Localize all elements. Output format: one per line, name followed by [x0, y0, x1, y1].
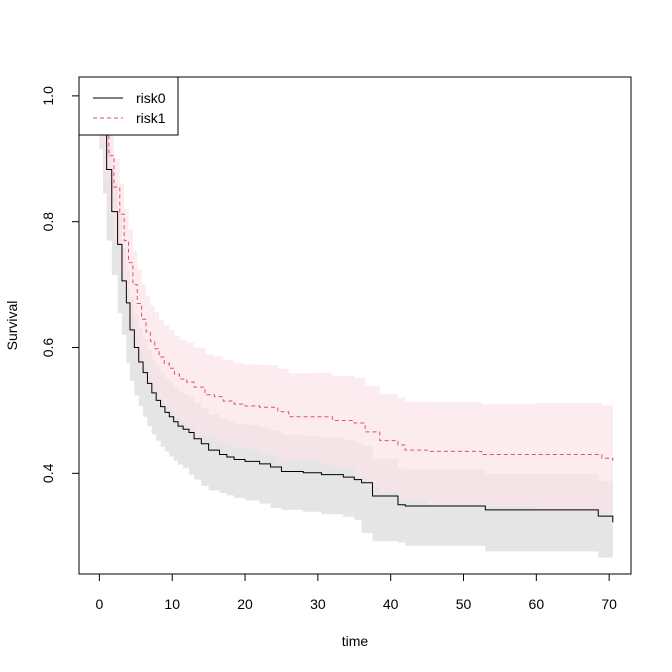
legend-box — [78, 76, 179, 136]
y-tick-label: 0.4 — [40, 463, 56, 483]
legend: risk0 risk1 — [78, 76, 179, 136]
survival-line-risk0 — [99, 95, 614, 523]
y-tick-label: 0.8 — [40, 212, 56, 232]
x-tick-label: 60 — [529, 596, 545, 612]
legend-label-risk0: risk0 — [136, 90, 166, 106]
legend-label-risk1: risk1 — [136, 110, 166, 126]
x-tick-label: 30 — [310, 596, 326, 612]
y-tick-label: 1.0 — [40, 86, 56, 106]
x-tick-label: 40 — [383, 596, 399, 612]
x-tick-label: 10 — [164, 596, 180, 612]
x-tick-label: 0 — [95, 596, 103, 612]
plot-frame — [78, 76, 632, 575]
y-axis-label: Survival — [4, 301, 20, 351]
x-tick-label: 20 — [237, 596, 253, 612]
y-tick-label: 0.6 — [40, 338, 56, 358]
x-axis-label: time — [342, 633, 369, 649]
x-tick-label: 70 — [601, 596, 617, 612]
x-tick-label: 50 — [456, 596, 472, 612]
confidence-bands — [99, 95, 613, 558]
confidence-band-risk1 — [99, 95, 613, 517]
survival-curves — [99, 95, 614, 523]
survival-line-risk1 — [99, 95, 614, 461]
